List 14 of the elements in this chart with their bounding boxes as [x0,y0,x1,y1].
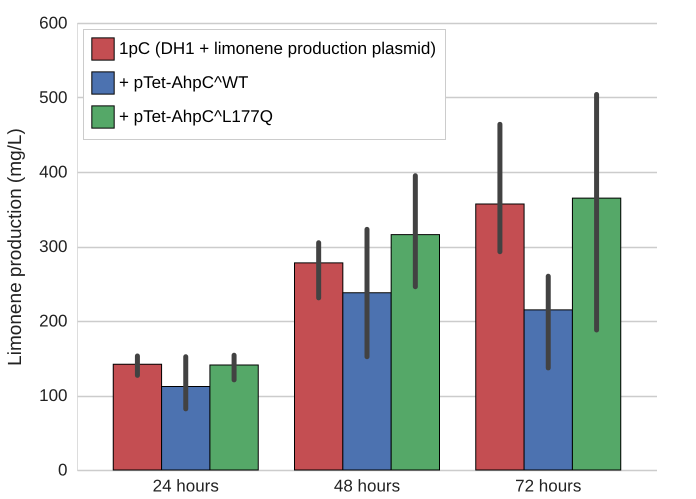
y-tick-label: 300 [39,237,68,256]
legend-label: 1pC (DH1 + limonene production plasmid) [119,39,436,58]
y-tick-label: 400 [39,162,68,182]
y-tick-label: 500 [39,88,68,107]
y-tick-label: 600 [39,14,68,32]
y-tick-label: 0 [58,460,68,480]
legend-label: + pTet-AhpC^L177Q [119,107,273,126]
y-axis-title: Limonene production (mg/L) [5,128,26,366]
y-tick-label: 200 [39,312,68,330]
x-tick-label: 24 hours [152,476,219,496]
x-tick-label: 48 hours [334,476,400,496]
y-tick-label: 100 [39,386,68,405]
legend-label: + pTet-AhpC^WT [119,73,248,92]
x-tick-label: 72 hours [515,476,582,496]
